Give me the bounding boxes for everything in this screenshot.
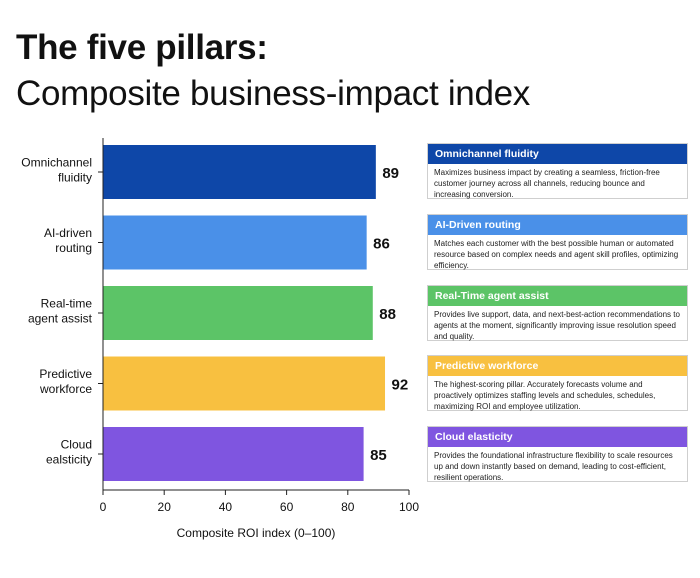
bar-value-label: 85 [370,447,387,464]
category-label: AI-driven [44,226,92,240]
pillar-card-title: Cloud elasticity [428,427,687,447]
category-label: ealsticity [46,453,92,467]
pillar-card-text: The highest-scoring pillar. Accurately f… [434,380,656,411]
pillar-card-text: Provides live support, data, and next-be… [434,310,680,341]
bar-value-label: 86 [373,236,390,253]
pillar-card-title: Predictive workforce [428,356,687,376]
category-label: Cloud [61,438,92,452]
pillar-card-text: Matches each customer with the best poss… [434,239,679,270]
x-tick-label: 20 [158,500,172,514]
category-label: fluidity [58,171,92,185]
pillar-card: Predictive workforce The highest-scoring… [427,355,688,411]
pillar-card: AI-Driven routing Matches each customer … [427,214,688,270]
chart-title: The five pillars: [16,28,268,67]
bar-value-label: 89 [382,165,399,182]
chart-subtitle: Composite business-impact index [16,74,530,113]
x-tick-label: 80 [341,500,355,514]
x-tick-label: 100 [399,500,419,514]
pillar-card-title: Omnichannel fluidity [428,144,687,164]
pillar-card: Cloud elasticity Provides the foundation… [427,426,688,482]
bar-value-label: 92 [392,377,409,394]
pillar-card: Real-Time agent assist Provides live sup… [427,285,688,341]
bar-value-label: 88 [379,306,396,323]
x-tick-label: 60 [280,500,294,514]
category-label: agent assist [28,312,93,326]
bar [103,286,373,340]
pillar-card: Omnichannel fluidity Maximizes business … [427,143,688,199]
bar [103,356,386,411]
category-label: routing [55,241,92,255]
bar [103,145,376,199]
x-tick-label: 0 [100,500,107,514]
pillar-card-title: Real-Time agent assist [428,286,687,306]
bar [103,427,364,481]
pillar-card-text: Maximizes business impact by creating a … [434,168,660,199]
category-label: Predictive [39,367,92,381]
pillar-card-text: Provides the foundational infrastructure… [434,451,673,482]
category-label: workforce [39,382,92,396]
pillar-card-title: AI-Driven routing [428,215,687,235]
category-label: Omnichannel [21,156,92,170]
x-axis-label: Composite ROI index (0–100) [177,526,336,540]
x-tick-label: 40 [219,500,233,514]
category-label: Real-time [41,297,93,311]
bar [103,215,367,270]
